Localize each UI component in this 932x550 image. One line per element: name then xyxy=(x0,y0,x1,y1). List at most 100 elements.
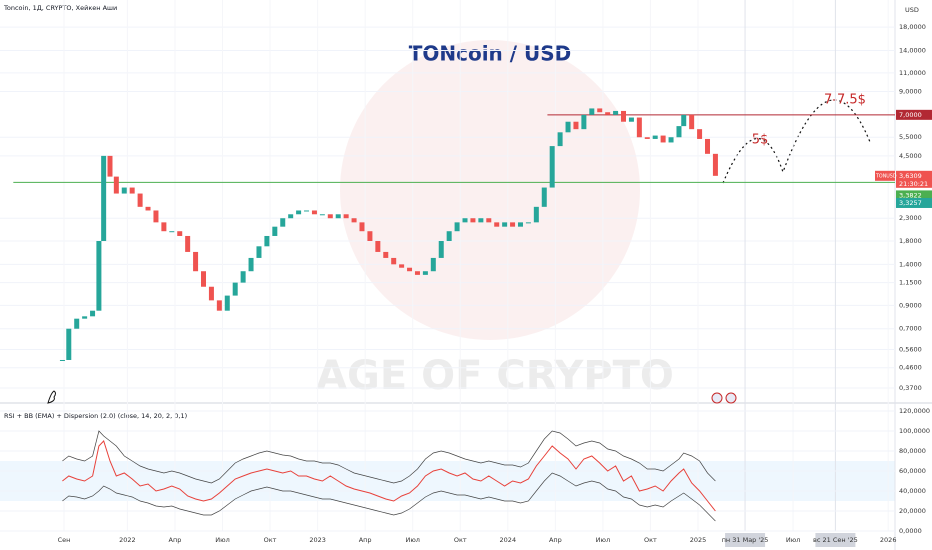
candle xyxy=(185,235,191,252)
candle xyxy=(652,135,658,139)
candle xyxy=(644,137,650,139)
candle xyxy=(712,153,718,176)
candle xyxy=(145,206,151,211)
y-tick-label: 0,5600 xyxy=(899,345,922,353)
candle xyxy=(581,114,587,130)
x-tick-label: Окт xyxy=(264,536,277,544)
y-tick-label: 20,0000 xyxy=(899,507,926,515)
candle xyxy=(129,187,135,194)
indicator-title: RSI + BB (EMA) + Dispersion (2.0) (close… xyxy=(4,412,187,420)
logo-icon xyxy=(47,390,56,404)
candle xyxy=(533,206,539,223)
candle xyxy=(59,359,65,361)
candle xyxy=(359,222,365,232)
x-tick-label: Апр xyxy=(359,536,372,544)
candle xyxy=(161,222,167,232)
candle xyxy=(137,193,143,207)
candle xyxy=(272,226,278,236)
x-tick-label: вс 21 Сен '25 xyxy=(813,536,858,544)
y-tick-label: 4,5000 xyxy=(899,152,922,160)
price-badge-label: 7,0000 xyxy=(899,111,922,119)
y-tick-label: 0,7000 xyxy=(899,325,922,333)
candle xyxy=(153,210,159,223)
annotation: 7-7.5$ xyxy=(824,93,866,108)
y-tick-label: 0,4600 xyxy=(899,364,922,372)
candle xyxy=(375,240,381,252)
candle xyxy=(248,257,254,272)
x-tick-label: пн 31 Мар '25 xyxy=(722,536,769,544)
candle xyxy=(414,271,420,275)
x-tick-label: Окт xyxy=(644,536,657,544)
x-tick-label: 2025 xyxy=(690,536,707,544)
x-tick-label: 2022 xyxy=(119,536,136,544)
x-tick-label: Июл xyxy=(596,536,611,544)
watermark-logo xyxy=(340,40,640,340)
watermark-text: AGE OF CRYPTO xyxy=(316,353,674,399)
y-tick-label: 0,9000 xyxy=(899,301,922,309)
series-line xyxy=(62,440,716,512)
candle xyxy=(121,187,127,194)
candle xyxy=(510,222,516,227)
candle xyxy=(541,187,547,207)
candle xyxy=(216,300,222,311)
candle xyxy=(280,218,286,227)
countdown-label: 21:30:21 xyxy=(899,180,928,188)
candle xyxy=(438,240,444,258)
y-tick-label: 0,0000 xyxy=(899,527,922,535)
y-unit: USD xyxy=(905,6,919,14)
candle xyxy=(589,108,595,115)
x-tick-label: Сен xyxy=(58,536,71,544)
price-badge xyxy=(896,190,932,201)
candle xyxy=(470,218,476,223)
event-flag[interactable] xyxy=(725,392,737,404)
x-tick-label: 2023 xyxy=(309,536,326,544)
candle xyxy=(636,117,642,138)
candle xyxy=(668,137,674,143)
candle xyxy=(82,316,88,319)
y-tick-label: 9,0000 xyxy=(899,87,922,95)
candle xyxy=(177,231,183,236)
y-tick-label: 2,3000 xyxy=(899,214,922,222)
candle xyxy=(681,114,687,127)
candle xyxy=(660,135,666,143)
rsi-band-bg xyxy=(0,461,895,501)
candle xyxy=(90,310,96,317)
candle xyxy=(327,214,333,219)
candle xyxy=(367,231,373,241)
candle xyxy=(335,214,341,219)
x-tick-label: 2026 xyxy=(880,536,897,544)
candle xyxy=(676,126,682,138)
candle xyxy=(502,222,508,227)
watermark: AGE OF CRYPTO xyxy=(316,40,674,399)
candle xyxy=(430,257,436,272)
candle xyxy=(399,264,405,268)
y-tick-label: 5,5000 xyxy=(899,133,922,141)
candle xyxy=(383,251,389,258)
candle xyxy=(573,121,579,130)
candle xyxy=(201,271,207,287)
x-tick-highlight xyxy=(815,533,856,547)
candle xyxy=(462,218,468,223)
x-tick-label: Июл xyxy=(786,536,801,544)
x-tick-label: Апр xyxy=(169,536,182,544)
candle xyxy=(304,210,310,212)
candle xyxy=(557,132,563,147)
price-badge xyxy=(896,197,932,208)
candle xyxy=(689,114,695,130)
candle xyxy=(705,138,711,154)
event-flag[interactable] xyxy=(711,392,723,404)
price-badge xyxy=(896,109,932,120)
chart-title: TONcoin / USD xyxy=(409,42,572,66)
y-tick-label: 14,0000 xyxy=(899,46,926,54)
last-price-badge xyxy=(896,170,932,188)
y-tick-label: 1,1500 xyxy=(899,279,922,287)
candle xyxy=(169,231,175,233)
candle xyxy=(224,295,230,311)
candle xyxy=(240,271,246,283)
x-tick-highlight xyxy=(725,533,766,547)
candle xyxy=(525,222,531,224)
candle xyxy=(113,176,119,194)
candle xyxy=(107,155,113,177)
candle xyxy=(264,235,270,247)
